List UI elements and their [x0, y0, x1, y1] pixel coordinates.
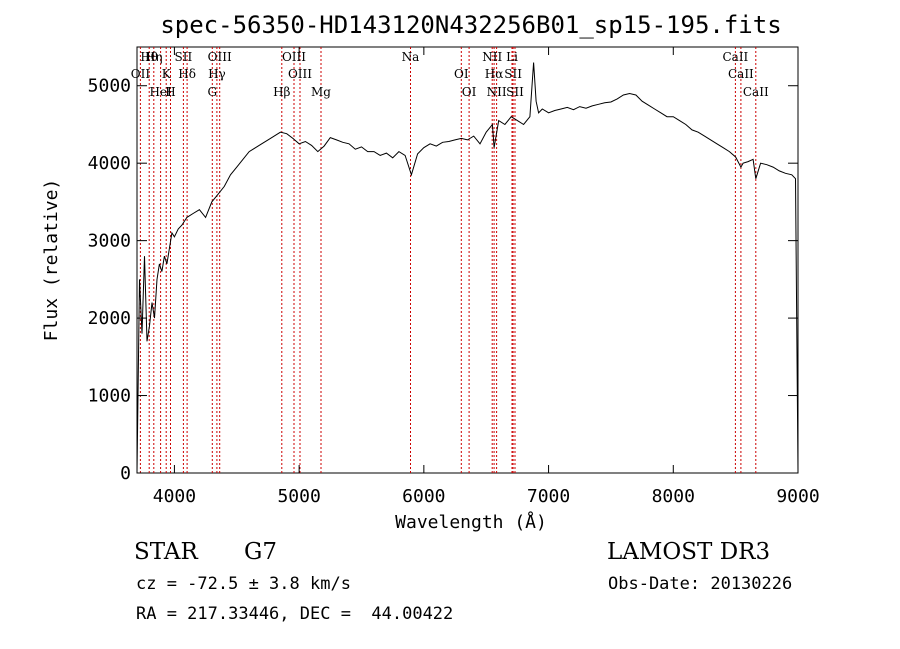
x-tick-label: 4000 — [153, 486, 196, 507]
line-marker-label: Hη — [145, 50, 163, 64]
line-marker-label: G — [208, 85, 218, 99]
y-tick-label: 0 — [120, 463, 131, 484]
obs-date: Obs-Date: 20130226 — [608, 574, 793, 594]
line-marker-label: H — [165, 85, 175, 99]
chart-title: spec-56350-HD143120N432256B01_sp15-195.f… — [160, 11, 781, 39]
line-marker-label: SII — [504, 67, 522, 81]
line-marker-label: OIII — [288, 67, 312, 81]
x-tick-label: 9000 — [776, 486, 819, 507]
y-tick-label: 1000 — [88, 386, 131, 407]
line-marker-label: OIII — [208, 50, 232, 64]
y-tick-label: 4000 — [88, 153, 131, 174]
survey-label: LAMOST DR3 — [607, 539, 771, 565]
line-marker-label: Mg — [311, 85, 331, 99]
line-marker-label: NII — [482, 50, 502, 64]
line-marker-label: Hδ — [178, 67, 196, 81]
x-axis-label: Wavelength (Å) — [395, 511, 547, 533]
redshift-readout: cz = -72.5 ± 3.8 km/s — [136, 574, 351, 594]
line-marker-label: CaII — [743, 85, 769, 99]
line-marker-label: CaII — [722, 50, 748, 64]
y-tick-label: 5000 — [88, 76, 131, 97]
line-marker-label: Hθ — [140, 50, 158, 64]
line-marker-label: Na — [402, 50, 420, 64]
x-axis-ticks: 4000 5000 6000 7000 8000 9000 — [153, 47, 820, 507]
line-marker-label: OIII — [282, 50, 306, 64]
spectrum-line — [136, 62, 799, 474]
x-tick-label: 7000 — [527, 486, 570, 507]
y-tick-label: 3000 — [88, 231, 131, 252]
line-marker-label: HeI — [149, 85, 172, 99]
y-axis-ticks: 0 1000 2000 3000 4000 5000 — [88, 76, 798, 484]
line-marker-label: Hγ — [208, 67, 226, 81]
line-marker-label: OI — [462, 85, 477, 99]
coordinates: RA = 217.33446, DEC = 44.00422 — [136, 604, 454, 624]
line-marker-label: CaII — [728, 67, 754, 81]
y-axis-label: Flux (relative) — [41, 179, 62, 342]
line-marker-label: K — [162, 67, 172, 81]
x-tick-label: 8000 — [652, 486, 695, 507]
line-marker-label: OII — [131, 67, 151, 81]
subclass-label: G7 — [244, 539, 278, 565]
line-markers — [139, 47, 757, 473]
line-marker-label: Li — [506, 50, 518, 64]
plot-frame — [136, 46, 799, 474]
line-marker-labels: Hθ OII HeI Hη KH SII Hδ G OIII Hγ Hβ OIII OIII Mg Na OI… — [131, 50, 769, 99]
line-marker-label: OI — [454, 67, 469, 81]
x-tick-label: 6000 — [402, 486, 445, 507]
line-marker-label: NII — [487, 85, 507, 99]
line-marker-label: SII — [175, 50, 193, 64]
line-marker-label: Hα — [485, 67, 504, 81]
y-tick-label: 2000 — [88, 308, 131, 329]
line-marker-label: SII — [506, 85, 524, 99]
line-marker-label: Hβ — [273, 85, 290, 99]
class-label: STAR — [134, 539, 198, 565]
x-tick-label: 5000 — [277, 486, 320, 507]
